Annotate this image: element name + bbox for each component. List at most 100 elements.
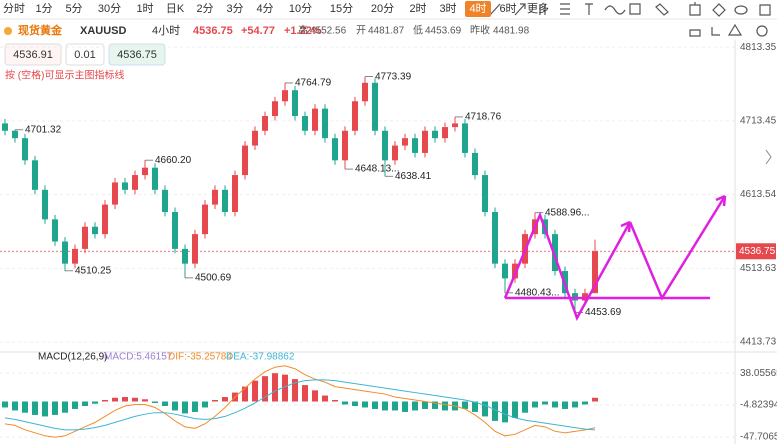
timeframe-tab[interactable]: 5分 [65, 2, 82, 15]
macd-bar [102, 400, 108, 402]
timeframe-tab[interactable]: 2时 [409, 2, 426, 15]
macd-bar [492, 401, 498, 421]
user-drawing[interactable] [503, 194, 727, 322]
panel-toggle[interactable] [765, 149, 772, 165]
candle-body [2, 123, 8, 131]
timeframe-tab[interactable]: 15分 [330, 2, 353, 15]
macd-bar [12, 401, 18, 411]
extreme-label: 4773.39 [375, 71, 412, 82]
extreme-label: 4764.79 [295, 78, 332, 89]
y-tick-label: -47.70652 [740, 432, 777, 443]
candle-body [152, 167, 158, 190]
extreme-label: 4648.13... [355, 164, 399, 175]
candle-body [502, 263, 508, 279]
timeframe-tab[interactable]: 30分 [98, 2, 121, 15]
candle-body [412, 138, 418, 153]
symbol-icon [4, 27, 12, 35]
macd-legend: MACD:5.46157 [104, 352, 173, 363]
macd-bar [312, 390, 318, 402]
sell-box[interactable] [4, 43, 62, 66]
macd-bar [442, 401, 448, 411]
sell-price[interactable]: 4536.91 [13, 49, 53, 61]
extreme-label: 4638.41 [395, 171, 432, 182]
macd-bar [222, 397, 228, 402]
symbol-code[interactable]: XAUUSD [80, 25, 127, 37]
timeframe-tab[interactable]: 更多 [527, 1, 549, 15]
candle-body [22, 138, 28, 161]
candle-body [312, 108, 318, 131]
candle-body [182, 248, 188, 264]
macd-bar [412, 401, 418, 411]
candle-body [202, 204, 208, 235]
open-value: 4481.87 [368, 26, 405, 37]
macd-bar [282, 374, 288, 402]
macd-bar [532, 401, 538, 408]
macd-title: MACD(12,26,9) [38, 352, 107, 363]
timeframe-tab[interactable]: 分时 [3, 2, 25, 15]
timeframe-tab[interactable]: 4时 [469, 2, 486, 15]
candle-body [32, 160, 38, 190]
candle-body [262, 116, 268, 131]
macd-bar [32, 401, 38, 415]
period[interactable]: 4小时 [152, 24, 180, 37]
macd-bar [362, 401, 368, 408]
macd-bar [512, 401, 518, 418]
macd-bar [152, 401, 158, 403]
candle-body [72, 248, 78, 264]
candle-body [382, 130, 388, 161]
timeframe-tab[interactable]: 2分 [196, 2, 213, 15]
lot-box[interactable] [65, 43, 105, 66]
timeframe-tab[interactable]: 1时 [136, 2, 153, 15]
y-tick-label: 4513.63 [740, 263, 777, 274]
change-pct: +1.22% [284, 25, 322, 37]
low-value: 4453.69 [425, 26, 462, 37]
macd-bar [292, 379, 298, 402]
macd-bar [42, 401, 48, 417]
symbol-name[interactable]: 现货黄金 [18, 23, 63, 37]
candle-body [282, 90, 288, 102]
timeframe-tab[interactable]: 3分 [226, 2, 243, 15]
macd-legend: DIF:-35.25784 [168, 352, 232, 363]
timeframe-tab[interactable]: 10分 [289, 2, 312, 15]
macd-legend: DEA:-37.98862 [226, 352, 295, 363]
lot[interactable]: 0.01 [74, 49, 95, 61]
candle-body [52, 219, 58, 242]
tab-active-bg [465, 1, 491, 17]
candle-body [102, 204, 108, 235]
macd-bar [462, 401, 468, 409]
candle-body [462, 123, 468, 153]
y-tick-label: 4613.54 [740, 189, 777, 200]
macd-bar [372, 401, 378, 409]
open-label: 开 [356, 26, 366, 37]
prev-value: 4481.98 [493, 26, 530, 37]
candle-body [82, 226, 88, 249]
buy-box[interactable] [108, 43, 166, 66]
candle-body [392, 145, 398, 161]
macd-bar [542, 401, 548, 405]
timeframe-tab[interactable]: 1分 [35, 2, 52, 15]
hint: 按 (空格)可显示主图指标线 [5, 69, 124, 82]
timeframe-tab[interactable]: 4分 [256, 2, 273, 15]
macd-bar [592, 397, 598, 402]
buy-price[interactable]: 4536.75 [117, 49, 157, 61]
candle-body [132, 175, 138, 190]
macd-bar [572, 401, 578, 408]
timeframe-tab[interactable]: 20分 [371, 2, 394, 15]
macd-bar [142, 399, 148, 402]
candle-body [342, 130, 348, 161]
macd-bar [272, 373, 278, 402]
candle-body [512, 263, 518, 279]
tool-icons[interactable] [489, 2, 771, 37]
high-value: 4552.56 [310, 26, 347, 37]
candle-body [42, 189, 48, 220]
candle-body [112, 182, 118, 205]
timeframe-tab[interactable]: 6时 [499, 2, 516, 15]
candle-body [212, 189, 218, 205]
macd-bar [322, 395, 328, 402]
timeframe-tab[interactable]: 3时 [439, 2, 456, 15]
timeframe-tab[interactable]: 日K [166, 3, 185, 15]
candle-body [292, 90, 298, 117]
macd-bar [402, 401, 408, 412]
candle-body [322, 108, 328, 139]
